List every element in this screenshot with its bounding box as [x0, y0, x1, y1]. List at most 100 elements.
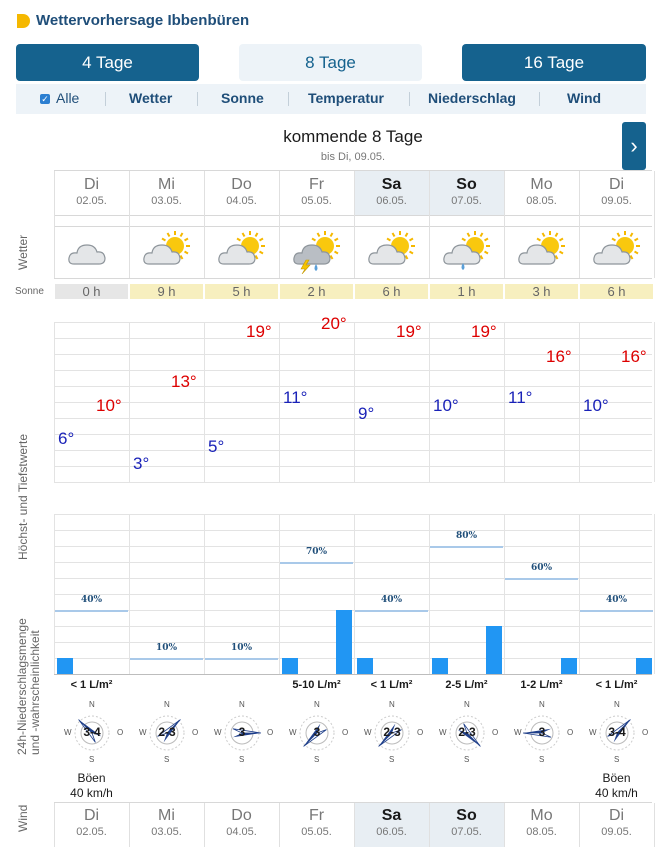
compass-w: W: [214, 728, 222, 737]
grid-line: [54, 514, 652, 515]
grid-line: [54, 434, 652, 435]
compass-w: W: [364, 728, 372, 737]
grid-line: [54, 514, 55, 674]
precip-probability: 60%: [530, 563, 553, 573]
grid-line: [429, 171, 430, 278]
wind-compass: [366, 697, 418, 765]
temp-high: 13°: [171, 371, 197, 391]
rain-bar: [486, 626, 502, 674]
tab-16-tage[interactable]: 16 Tage: [462, 44, 646, 81]
grid-line: [54, 562, 652, 563]
grid-line: [54, 322, 55, 482]
rain-bar: [561, 658, 577, 674]
grid-line: [54, 278, 652, 279]
tab-4-tage[interactable]: 4 Tage: [16, 44, 199, 81]
filter-temperatur[interactable]: Temperatur: [308, 90, 384, 106]
wind-compass: [591, 697, 643, 765]
grid-line: [54, 402, 652, 403]
checkbox-alle-icon[interactable]: ✓: [40, 94, 50, 104]
compass-n: N: [164, 700, 170, 709]
precip-probability: 10%: [155, 643, 178, 653]
grid-line: [54, 466, 652, 467]
temp-low: 11°: [283, 388, 308, 407]
divider: [105, 92, 106, 106]
day-name: Sa: [381, 176, 402, 193]
filter-bar: [16, 84, 646, 114]
light-rain-icon: [439, 230, 495, 274]
grid-line: [579, 322, 580, 482]
sunshine-hours: 6 h: [580, 284, 653, 299]
filter-alle[interactable]: Alle: [56, 90, 80, 106]
filter-wetter[interactable]: Wetter: [129, 90, 173, 106]
compass-w: W: [64, 728, 72, 737]
day-name: Mo: [530, 807, 553, 824]
partly-sunny-icon: [139, 230, 195, 274]
divider: [197, 92, 198, 106]
temp-high: 10°: [96, 396, 122, 416]
precip-amount: < 1 L/m²: [370, 679, 413, 691]
gust-value: 40 km/h: [595, 786, 638, 800]
grid-line: [354, 514, 355, 674]
compass-o: O: [192, 728, 199, 737]
filter-wind[interactable]: Wind: [567, 90, 602, 106]
compass-n: N: [614, 700, 620, 709]
gust-label: Böen: [602, 771, 631, 785]
day-name: So: [456, 176, 477, 193]
sunshine-hours: 3 h: [505, 284, 578, 299]
grid-line: [54, 626, 652, 627]
temp-high: 19°: [246, 322, 272, 342]
cloud-icon: [64, 230, 120, 274]
day-date: 07.05.: [451, 826, 482, 838]
grid-line: [204, 322, 205, 482]
grid-line: [354, 171, 355, 278]
precip-amount: 5-10 L/m²: [292, 679, 341, 691]
grid-line: [54, 594, 652, 595]
next-period-button[interactable]: ›: [622, 122, 646, 170]
day-date: 03.05.: [151, 826, 182, 838]
compass-s: S: [164, 755, 170, 764]
compass-o: O: [267, 728, 274, 737]
compass-s: S: [239, 755, 245, 764]
period-title: kommende 8 Tage: [283, 127, 423, 146]
day-date: 03.05.: [151, 195, 182, 207]
sunshine-hours: 5 h: [205, 284, 278, 299]
temp-low: 5°: [208, 437, 225, 457]
precip-probability-line: [280, 562, 353, 564]
precip-probability-line: [205, 658, 278, 660]
wind-compass: [516, 697, 568, 765]
day-name: Mo: [530, 176, 553, 193]
compass-o: O: [117, 728, 124, 737]
filter-sonne[interactable]: Sonne: [221, 90, 264, 106]
grid-line: [54, 322, 652, 323]
day-name: Di: [608, 176, 625, 193]
grid-line: [54, 546, 652, 547]
grid-line: [354, 803, 355, 847]
compass-w: W: [589, 728, 597, 737]
compass-o: O: [492, 728, 499, 737]
grid-line: [279, 322, 280, 482]
tab-8-tage[interactable]: 8 Tage: [239, 44, 422, 81]
compass-n: N: [239, 700, 245, 709]
partly-sunny-icon: [214, 230, 270, 274]
temp-low: 10°: [433, 396, 459, 416]
grid-line: [54, 171, 55, 278]
grid-line: [129, 322, 130, 482]
wind-compass: [66, 697, 118, 765]
wind-compass: [216, 697, 268, 765]
wind-compass: [291, 697, 343, 765]
grid-line: [54, 338, 652, 339]
temp-high: 16°: [621, 347, 647, 366]
logo-icon: [17, 14, 30, 28]
wind-speed: 3: [538, 725, 546, 739]
temp-low: 9°: [358, 404, 375, 424]
compass-w: W: [289, 728, 297, 737]
grid-line: [654, 803, 655, 847]
temp-high: 19°: [471, 322, 497, 342]
compass-s: S: [314, 755, 320, 764]
rain-bar: [636, 658, 652, 674]
row-label-sonne: Sonne: [15, 286, 44, 297]
grid-line: [429, 803, 430, 847]
filter-niederschlag[interactable]: Niederschlag: [428, 90, 516, 106]
compass-o: O: [417, 728, 424, 737]
